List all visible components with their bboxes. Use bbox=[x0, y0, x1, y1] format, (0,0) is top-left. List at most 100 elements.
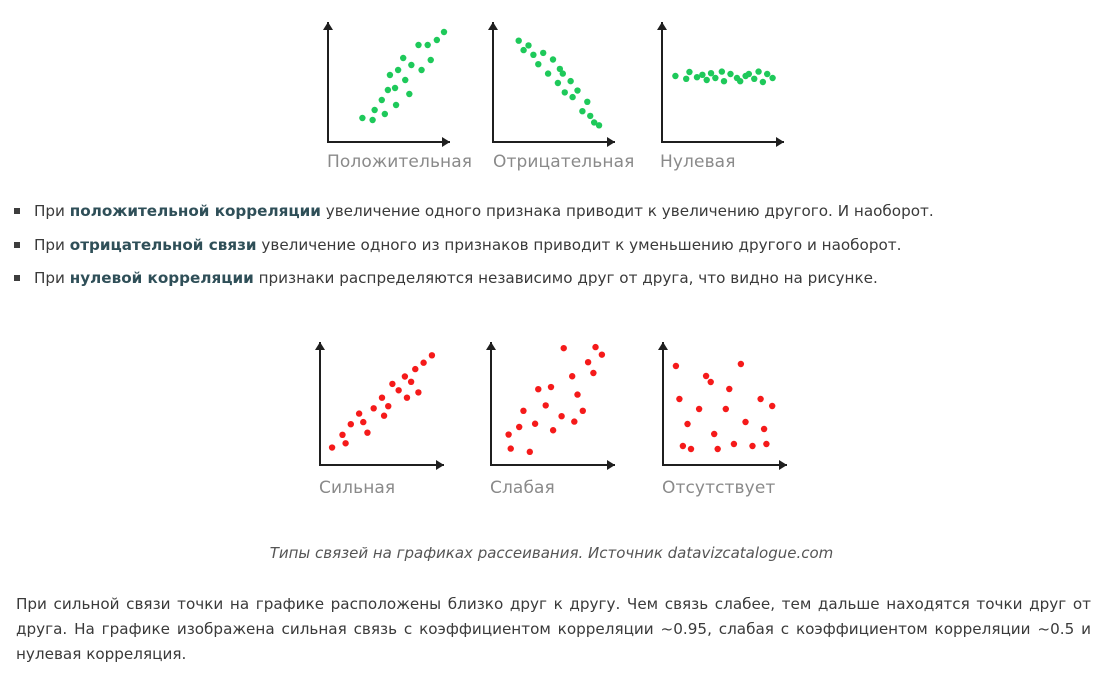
scatter-point bbox=[347, 421, 354, 428]
scatter-panel-zero bbox=[657, 22, 784, 147]
scatter-point bbox=[579, 108, 586, 115]
bullet-text: увеличение одного признака приводит к ув… bbox=[320, 202, 934, 220]
scatter-point bbox=[394, 66, 402, 74]
scatter-point bbox=[526, 448, 533, 456]
scatter-point bbox=[672, 362, 680, 370]
scatter-point bbox=[703, 76, 710, 84]
scatter-point bbox=[722, 405, 729, 413]
body-paragraph: При сильной связи точки на графике распо… bbox=[16, 595, 1091, 663]
scatter-point bbox=[584, 98, 591, 106]
scatter-point bbox=[579, 407, 586, 414]
top-figure bbox=[318, 18, 788, 178]
scatter-point bbox=[380, 412, 388, 419]
scatter-point bbox=[769, 402, 776, 410]
bullet-icon bbox=[14, 241, 20, 248]
scatter-point bbox=[403, 394, 411, 401]
scatter-panel-absent bbox=[658, 342, 787, 470]
scatter-point bbox=[590, 119, 598, 126]
scatter-point bbox=[428, 352, 436, 359]
scatter-point bbox=[574, 391, 581, 398]
scatter-point bbox=[763, 440, 770, 448]
scatter-point bbox=[672, 72, 679, 80]
scatter-point bbox=[714, 445, 721, 453]
scatter-panel-negative bbox=[488, 22, 615, 147]
scatter-point bbox=[720, 78, 728, 85]
bullet-text: При bbox=[34, 202, 70, 220]
bullet-icon bbox=[14, 275, 20, 281]
scatter-point bbox=[406, 90, 413, 98]
scatter-point bbox=[737, 78, 744, 85]
scatter-point bbox=[535, 61, 542, 68]
scatter-panel-strong bbox=[315, 342, 444, 470]
scatter-point bbox=[726, 385, 733, 393]
bottom-figure bbox=[310, 338, 800, 478]
caption-strong: Сильная bbox=[319, 478, 396, 498]
scatter-point bbox=[569, 93, 576, 101]
caption-weak: Слабая bbox=[490, 478, 555, 498]
scatter-point bbox=[392, 101, 400, 109]
y-axis-arrow-icon bbox=[315, 342, 325, 350]
scatter-point bbox=[686, 68, 693, 76]
scatter-point bbox=[370, 405, 377, 412]
scatter-point bbox=[381, 110, 389, 118]
scatter-point bbox=[400, 54, 407, 62]
scatter-point bbox=[547, 383, 555, 391]
scatter-point bbox=[707, 378, 714, 386]
scatter-point bbox=[584, 359, 592, 366]
scatter-point bbox=[384, 86, 392, 94]
scatter-point bbox=[542, 402, 549, 409]
scatter-point bbox=[574, 87, 581, 94]
scatter-point bbox=[699, 71, 706, 78]
scatter-point bbox=[567, 77, 574, 85]
scatter-point bbox=[549, 56, 557, 63]
scatter-point bbox=[718, 68, 726, 75]
scatter-point bbox=[711, 430, 718, 438]
scatter-point bbox=[751, 75, 758, 82]
bullet-text: При bbox=[34, 269, 70, 287]
scatter-point bbox=[530, 51, 537, 58]
list-item: При положительной корреляции увеличение … bbox=[14, 200, 1094, 222]
scatter-point bbox=[339, 431, 346, 438]
scatter-point bbox=[769, 74, 776, 82]
scatter-point bbox=[433, 36, 441, 44]
axes-negative bbox=[492, 22, 615, 143]
scatter-point bbox=[554, 79, 562, 87]
y-axis-arrow-icon bbox=[657, 22, 667, 30]
scatter-point bbox=[687, 445, 695, 453]
scatter-point bbox=[757, 395, 764, 403]
scatter-point bbox=[525, 42, 532, 49]
scatter-point bbox=[418, 66, 425, 74]
axes-zero bbox=[661, 22, 784, 143]
scatter-point bbox=[520, 46, 527, 54]
scatter-point bbox=[755, 68, 762, 75]
bullet-text: увеличение одного из признаков приводит … bbox=[256, 235, 902, 254]
scatter-point bbox=[359, 114, 366, 122]
scatter-point bbox=[693, 74, 701, 81]
axes-weak bbox=[490, 342, 615, 466]
scatter-point bbox=[440, 28, 448, 36]
scatter-point bbox=[598, 351, 606, 358]
bullet-text: При bbox=[34, 235, 70, 254]
scatter-point bbox=[571, 418, 578, 425]
scatter-point bbox=[371, 106, 378, 114]
figure-caption: Типы связей на графиках рассеивания. Ист… bbox=[269, 544, 834, 562]
scatter-point bbox=[712, 74, 719, 82]
scatter-point bbox=[401, 373, 409, 380]
scatter-point bbox=[561, 89, 568, 96]
scatter-point bbox=[760, 425, 768, 433]
scatter-point bbox=[587, 112, 594, 120]
scatter-point bbox=[507, 445, 514, 452]
caption-zero: Нулевая bbox=[660, 152, 736, 172]
x-axis-arrow-icon bbox=[607, 460, 615, 470]
scatter-point bbox=[683, 75, 690, 82]
scatter-point bbox=[355, 410, 363, 417]
scatter-point bbox=[515, 37, 522, 44]
x-axis-arrow-icon bbox=[442, 137, 450, 147]
scatter-point bbox=[415, 389, 422, 396]
caption-absent: Отсутствует bbox=[662, 478, 776, 498]
scatter-point bbox=[386, 71, 394, 79]
scatter-point bbox=[407, 378, 415, 385]
bullet-text: признаки распределяются независимо друг … bbox=[253, 269, 878, 287]
scatter-point bbox=[559, 70, 566, 77]
scatter-point bbox=[412, 365, 419, 373]
